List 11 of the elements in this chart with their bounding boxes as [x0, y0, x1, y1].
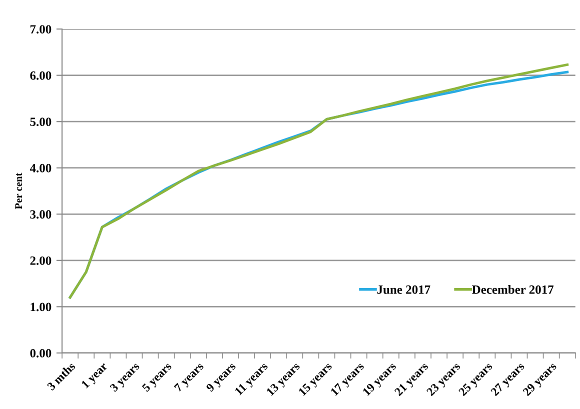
legend-label: June 2017 [377, 285, 430, 294]
y-tick-label: 7.00 [30, 25, 52, 34]
y-tick-label: 5.00 [30, 118, 52, 126]
y-tick-label: 0.00 [30, 348, 52, 358]
y-tick-label: 3.00 [30, 210, 52, 219]
y-tick-label: 6.00 [30, 71, 52, 80]
y-tick-label: 2.00 [30, 256, 52, 265]
y-axis-title: Per cent [15, 172, 22, 210]
y-tick-label: 4.00 [30, 164, 52, 172]
legend-label: December 2017 [472, 285, 554, 294]
y-tick-label: 1.00 [30, 302, 52, 312]
